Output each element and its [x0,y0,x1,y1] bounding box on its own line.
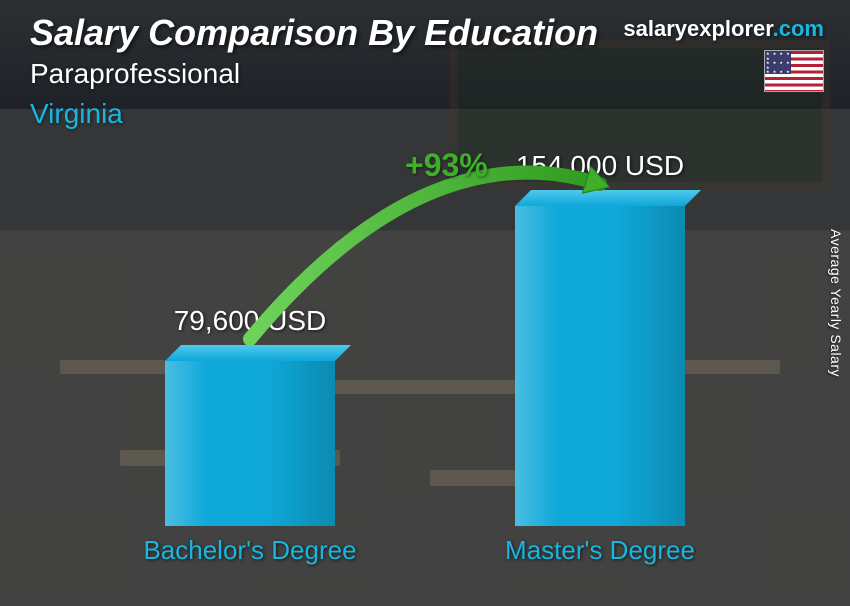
bar-group-master: 154,000 USD Master's Degree [450,190,750,526]
bar-chart: 79,600 USD Bachelor's Degree 154,000 USD… [60,160,790,566]
bar-master [515,190,685,526]
percent-increase-label: +93% [405,147,488,184]
brand-text-2: .com [773,16,824,41]
bar-bachelor [165,345,335,526]
bar-group-bachelor: 79,600 USD Bachelor's Degree [100,345,400,526]
page-subtitle: Paraprofessional [30,58,240,90]
y-axis-label: Average Yearly Salary [828,229,844,377]
bar-shine [165,361,335,526]
infographic-stage: Salary Comparison By Education Paraprofe… [0,0,850,606]
brand-text-1: salaryexplorer [623,16,772,41]
bar-category-label: Master's Degree [450,535,750,566]
bar-shine [515,206,685,526]
flag-canton: ★ ★ ★ ★ ★★ ★ ★ ★ ★★ ★ ★ ★ ★★ ★ ★ ★ ★★ ★ … [765,51,791,74]
page-title: Salary Comparison By Education [30,12,598,54]
bar-top-face [515,190,701,206]
brand-logo: salaryexplorer.com [623,16,824,42]
bar-top-face [165,345,351,361]
flag-icon: ★ ★ ★ ★ ★★ ★ ★ ★ ★★ ★ ★ ★ ★★ ★ ★ ★ ★★ ★ … [764,50,824,92]
bar-category-label: Bachelor's Degree [100,535,400,566]
region-label: Virginia [30,98,123,130]
